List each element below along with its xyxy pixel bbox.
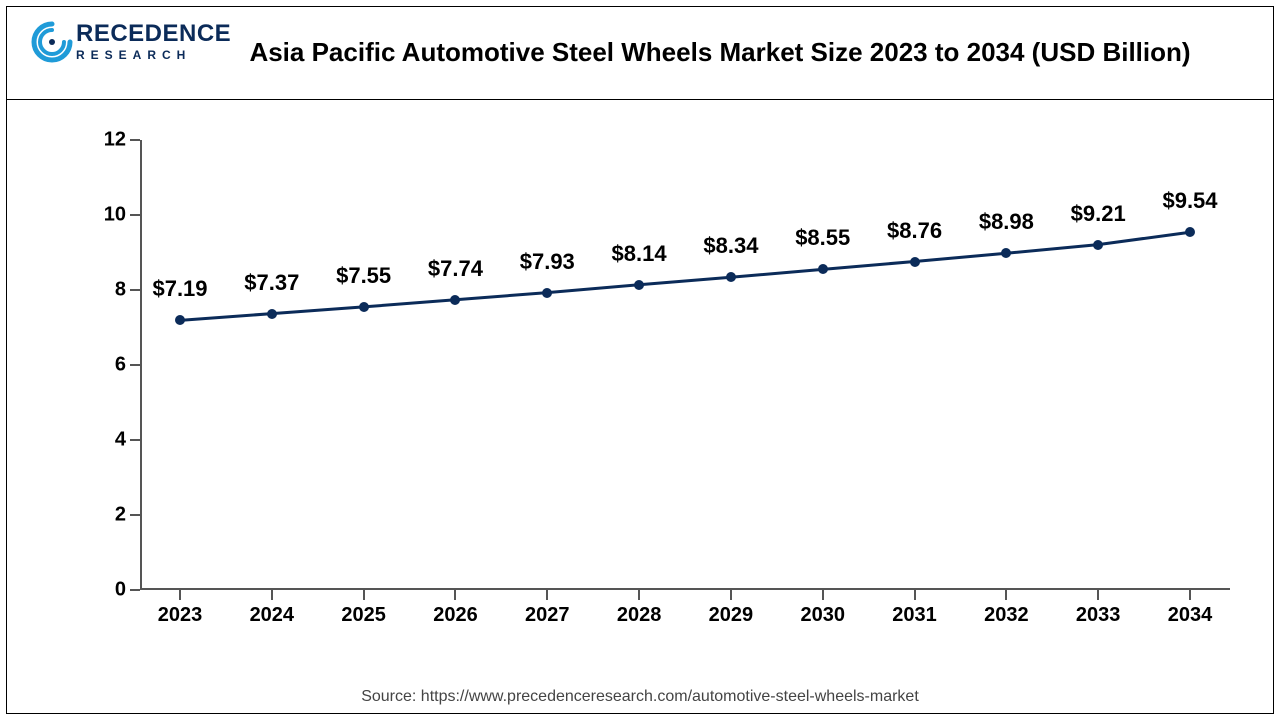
x-tick-label: 2023 [158, 604, 203, 627]
x-tick [1005, 590, 1007, 600]
y-tick-label: 10 [104, 204, 126, 227]
data-marker [818, 264, 828, 274]
y-tick-label: 2 [115, 504, 126, 527]
source-caption: Source: https://www.precedenceresearch.c… [0, 688, 1280, 706]
x-tick [1189, 590, 1191, 600]
line-series [140, 140, 1230, 590]
x-tick-label: 2031 [892, 604, 937, 627]
x-tick [822, 590, 824, 600]
brand-logo: RECEDENCE RESEARCH [30, 20, 231, 64]
data-label: $7.93 [520, 249, 575, 275]
data-marker [1001, 248, 1011, 258]
y-tick-label: 8 [115, 279, 126, 302]
x-tick [363, 590, 365, 600]
logo-swirl-icon [30, 20, 74, 64]
data-marker [175, 315, 185, 325]
data-label: $8.98 [979, 209, 1034, 235]
data-label: $8.55 [795, 225, 850, 251]
data-marker [1093, 240, 1103, 250]
x-tick-label: 2027 [525, 604, 570, 627]
y-tick [130, 589, 140, 591]
data-marker [359, 302, 369, 312]
x-tick [638, 590, 640, 600]
data-label: $8.76 [887, 218, 942, 244]
data-label: $7.19 [152, 276, 207, 302]
data-label: $9.54 [1162, 188, 1217, 214]
data-marker [726, 272, 736, 282]
y-tick [130, 514, 140, 516]
data-label: $7.74 [428, 256, 483, 282]
x-tick [730, 590, 732, 600]
data-marker [634, 280, 644, 290]
x-tick-label: 2025 [341, 604, 386, 627]
y-tick [130, 139, 140, 141]
y-tick [130, 214, 140, 216]
x-tick [179, 590, 181, 600]
x-tick-label: 2028 [617, 604, 662, 627]
x-tick-label: 2026 [433, 604, 478, 627]
logo-main-text: RECEDENCE [76, 22, 231, 46]
x-tick-label: 2030 [800, 604, 845, 627]
data-label: $9.21 [1071, 201, 1126, 227]
chart-area: 0246810122023202420252026202720282029203… [80, 140, 1240, 640]
y-tick-label: 0 [115, 579, 126, 602]
x-tick-label: 2032 [984, 604, 1029, 627]
x-tick-label: 2033 [1076, 604, 1121, 627]
data-marker [910, 257, 920, 267]
x-tick [454, 590, 456, 600]
x-tick [914, 590, 916, 600]
y-tick [130, 439, 140, 441]
y-tick-label: 6 [115, 354, 126, 377]
y-tick-label: 12 [104, 129, 126, 152]
x-tick [1097, 590, 1099, 600]
x-tick-label: 2029 [709, 604, 754, 627]
plot-region: 0246810122023202420252026202720282029203… [140, 140, 1230, 590]
x-tick [546, 590, 548, 600]
logo-text: RECEDENCE RESEARCH [76, 22, 231, 62]
x-tick-label: 2024 [250, 604, 295, 627]
x-tick-label: 2034 [1168, 604, 1213, 627]
y-tick [130, 289, 140, 291]
y-tick-label: 4 [115, 429, 126, 452]
data-label: $7.55 [336, 263, 391, 289]
data-marker [267, 309, 277, 319]
x-tick [271, 590, 273, 600]
logo-sub-text: RESEARCH [76, 48, 231, 62]
data-label: $8.14 [612, 241, 667, 267]
data-label: $8.34 [703, 233, 758, 259]
data-marker [542, 288, 552, 298]
header-band: RECEDENCE RESEARCH Asia Pacific Automoti… [6, 6, 1274, 100]
data-label: $7.37 [244, 270, 299, 296]
y-tick [130, 364, 140, 366]
data-marker [1185, 227, 1195, 237]
data-marker [450, 295, 460, 305]
